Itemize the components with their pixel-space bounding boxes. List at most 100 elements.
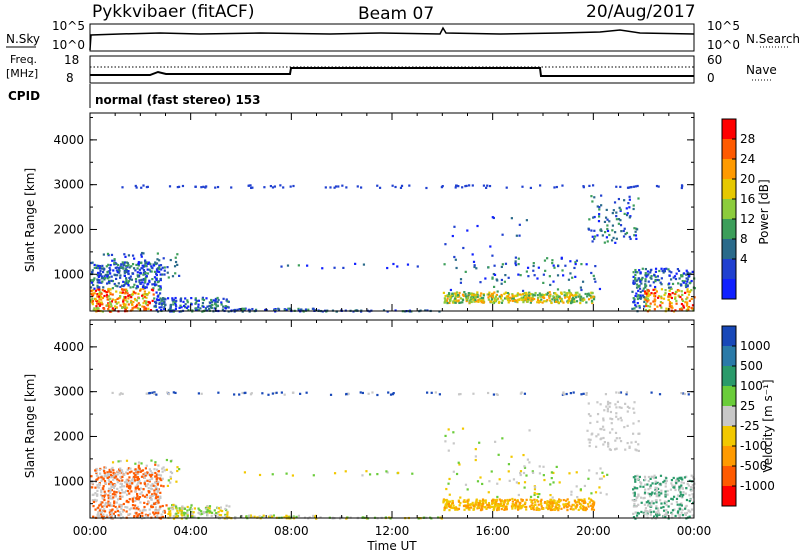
velocity-echo [677,479,680,482]
power-echo [211,303,214,307]
power-echo [211,301,214,304]
velocity-echo [155,478,158,481]
power-echo [115,269,119,272]
power-echo [102,277,105,280]
power-echo [92,292,95,295]
velocity-echo [100,476,103,479]
power-echo [529,301,532,304]
velocity-echo [130,490,133,493]
power-echo [116,285,119,288]
power-echo [656,278,659,282]
velocity-echo [662,505,665,509]
velocity-echo [114,494,117,497]
power-echo [533,294,536,297]
velocity-echo [563,506,566,509]
power-echo [670,302,673,305]
velocity-echo [647,492,650,495]
velocity-echo [128,480,132,483]
power-echo [579,301,582,305]
velocity-echo [183,513,186,516]
velocity-echo [506,499,509,502]
velocity-echo [345,392,348,396]
power-echo [606,229,610,233]
power-echo [273,185,277,188]
velocity-echo [217,507,221,510]
velocity-echo [481,498,485,501]
power-echo [487,296,490,299]
velocity-echo [659,474,663,477]
velocity-echo [626,441,629,445]
power-echo [93,287,96,290]
velocity-echo [632,492,635,495]
power-echo [509,296,512,299]
velocity-echo [675,500,678,504]
velocity-echo [600,428,603,431]
power-echo [142,301,145,305]
velocity-echo [262,514,265,517]
power-echo [90,289,93,292]
velocity-echo [107,472,110,476]
velocity-echo [466,505,469,509]
velocity-echo [677,513,680,516]
velocity-echo [96,513,99,516]
velocity-echo [524,501,527,504]
velocity-echo [662,509,666,512]
power-echo [605,236,608,239]
power-echo [105,265,108,268]
power-echo [133,257,136,260]
power-echo [495,278,498,281]
velocity-echo [607,441,610,445]
velocity-echo [134,485,137,488]
power-colorbar-tick: 24 [740,152,755,166]
velocity-echo [131,499,134,502]
power-echo [482,297,485,300]
velocity-echo [632,407,635,410]
velocity-echo [633,499,636,502]
velocity-echo [106,476,109,479]
power-echo [593,215,596,219]
power-echo [521,185,524,188]
power-echo [503,297,507,300]
power-echo [93,292,96,295]
power-echo [654,278,657,282]
velocity-echo [216,506,219,510]
power-echo [690,306,693,310]
power-echo [598,287,602,291]
velocity-echo [496,482,499,485]
power-echo [524,295,527,299]
velocity-echo [690,489,693,492]
velocity-echo [570,505,573,508]
power-echo [646,270,650,273]
velocity-echo [95,499,98,502]
power-echo [147,300,150,304]
velocity-echo [571,508,575,511]
power-echo [142,184,145,187]
velocity-echo [94,508,97,511]
velocity-echo [588,469,591,472]
velocity-echo [582,501,585,505]
velocity-echo [249,514,252,517]
velocity-echo [478,441,481,444]
velocity-echo [118,479,121,482]
power-echo [491,294,494,297]
velocity-echo [119,495,122,498]
power-echo [551,298,554,301]
power-echo [476,293,479,296]
power-echo [653,274,656,277]
velocity-echo [121,392,124,395]
power-echo [137,296,141,300]
velocity-echo [123,481,127,484]
power-echo [148,268,151,271]
power-echo [569,292,572,295]
power-echo [455,293,458,296]
power-echo [90,279,93,282]
power-echo [685,269,688,272]
velocity-echo [100,489,103,492]
power-echo [125,306,129,309]
velocity-echo [256,516,259,519]
power-echo [648,308,651,312]
power-echo [123,261,127,264]
velocity-echo [551,496,554,499]
velocity-echo [153,489,156,492]
power-echo [114,299,117,302]
